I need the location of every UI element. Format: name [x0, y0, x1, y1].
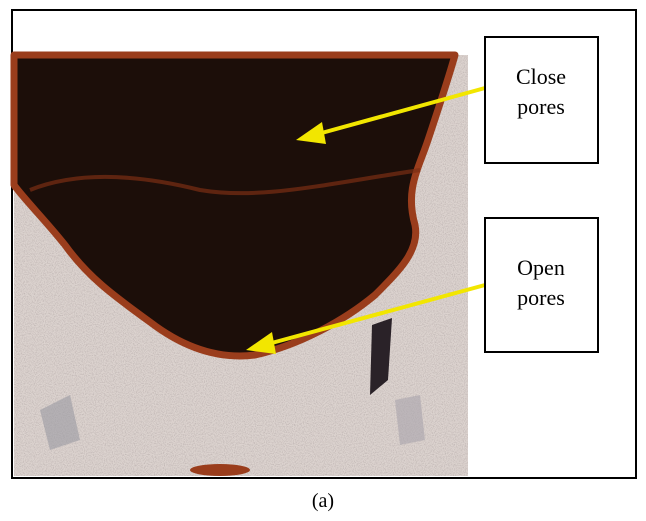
label-text: pores — [517, 94, 565, 119]
grey-grain — [395, 395, 425, 445]
red-spot — [190, 464, 250, 476]
photo — [14, 55, 468, 476]
page: {"labels": [{"lines": ["Close", "pores"]… — [0, 0, 646, 521]
figure: Close pores Open pores (a) — [0, 0, 646, 521]
label-text: pores — [517, 285, 565, 310]
label-text: Open — [517, 255, 565, 280]
label-text: Close — [516, 64, 566, 89]
caption: (a) — [312, 490, 334, 512]
